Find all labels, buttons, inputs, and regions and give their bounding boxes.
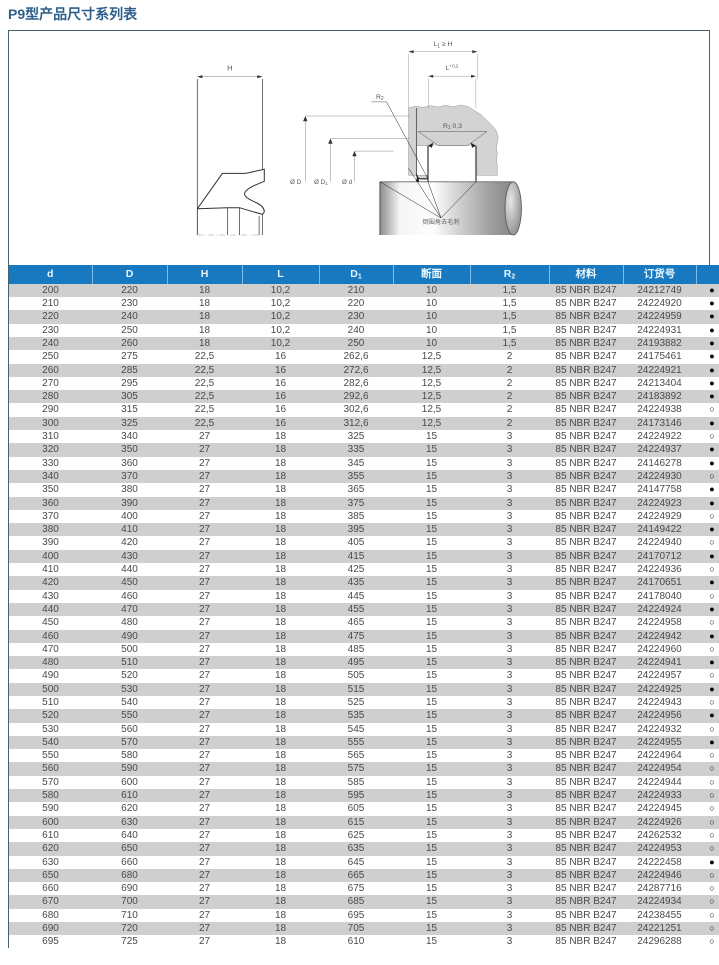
svg-text:L+0,2: L+0,2 bbox=[446, 64, 459, 73]
svg-text:Ø D1: Ø D1 bbox=[314, 179, 328, 186]
svg-text:L1 ≥ H: L1 ≥ H bbox=[434, 41, 453, 50]
svg-text:倒围角去毛刺: 倒围角去毛刺 bbox=[422, 218, 459, 226]
svg-text:Ø D: Ø D bbox=[290, 179, 302, 186]
svg-text:Ø d: Ø d bbox=[342, 179, 353, 186]
svg-text:R1 0,3: R1 0,3 bbox=[443, 123, 462, 131]
svg-text:H: H bbox=[227, 64, 232, 73]
svg-text:R2: R2 bbox=[376, 94, 384, 102]
